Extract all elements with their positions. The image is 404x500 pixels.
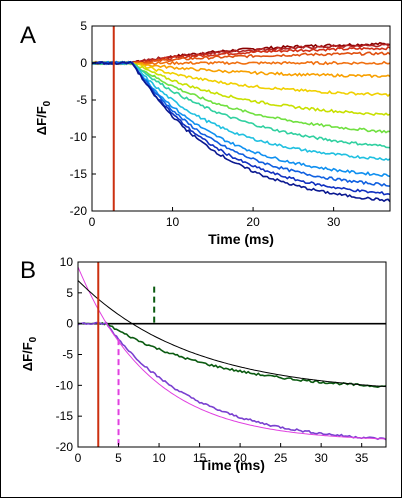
series-line bbox=[91, 60, 391, 98]
panel-b-axes-box bbox=[77, 261, 387, 448]
x-tick-label: 20 bbox=[233, 451, 247, 465]
x-tick-label: 35 bbox=[355, 451, 369, 465]
panel-a-ticks: 0 10 20 30 5 0 -5 -10 -15 -20 bbox=[70, 19, 341, 229]
panel-b-ylabel-sub: 0 bbox=[28, 336, 39, 342]
y-tick-label: 0 bbox=[66, 317, 73, 331]
series-line bbox=[91, 60, 391, 161]
x-tick-label: 5 bbox=[115, 451, 122, 465]
series-line bbox=[77, 321, 387, 441]
y-tick-label: -10 bbox=[70, 130, 88, 144]
x-tick-label: 30 bbox=[327, 215, 341, 229]
panel-b-label: B bbox=[20, 257, 36, 284]
y-tick-label: 0 bbox=[80, 56, 87, 70]
panel-a-marks bbox=[91, 26, 391, 211]
svg-text:ΔF/F0: ΔF/F0 bbox=[20, 336, 39, 371]
x-tick-label: 10 bbox=[152, 451, 166, 465]
y-tick-label: -20 bbox=[56, 440, 74, 454]
fit-curve bbox=[77, 266, 387, 440]
panel-b-xlabel: Time (ms) bbox=[199, 457, 265, 473]
x-tick-label: 25 bbox=[274, 451, 288, 465]
y-tick-label: 5 bbox=[66, 286, 73, 300]
series-line bbox=[91, 60, 391, 149]
y-tick-label: -5 bbox=[62, 348, 73, 362]
y-tick-label: 5 bbox=[80, 19, 87, 33]
series-line bbox=[91, 61, 391, 117]
y-tick-label: 10 bbox=[60, 255, 74, 269]
x-tick-label: 10 bbox=[166, 215, 180, 229]
x-tick-label: 15 bbox=[193, 451, 207, 465]
x-tick-label: 0 bbox=[75, 451, 82, 465]
panel-b-ticks: 0 5 10 15 20 25 30 35 10 5 0 -5 -10 -15 -20 bbox=[56, 255, 369, 465]
series-line bbox=[91, 43, 391, 66]
series-line bbox=[91, 60, 391, 79]
y-tick-label: -15 bbox=[70, 167, 88, 181]
panel-a-ylabel-sub: 0 bbox=[42, 100, 53, 106]
x-tick-label: 20 bbox=[246, 215, 260, 229]
panel-b-marks bbox=[77, 262, 387, 447]
x-tick-label: 30 bbox=[314, 451, 328, 465]
panel-b-ylabel-main: ΔF/F bbox=[20, 342, 35, 371]
panel-a-ylabel-main: ΔF/F bbox=[34, 106, 49, 135]
svg-text:ΔF/F0: ΔF/F0 bbox=[34, 100, 53, 135]
panel-a-xlabel: Time (ms) bbox=[208, 231, 274, 247]
y-tick-label: -15 bbox=[56, 409, 74, 423]
x-tick-label: 0 bbox=[89, 215, 96, 229]
panel-a-ylabel: ΔF/F0 bbox=[34, 100, 53, 135]
panel-a-label: A bbox=[20, 22, 36, 49]
panel-b: B 0 5 10 15 20 25 30 35 10 5 0 -5 -10 -15 -20 Time (ms… bbox=[20, 255, 387, 473]
series-line bbox=[91, 60, 391, 203]
y-tick-label: -5 bbox=[76, 93, 87, 107]
panel-a-axes-box bbox=[91, 25, 391, 212]
series-line bbox=[91, 60, 391, 134]
panel-b-ylabel: ΔF/F0 bbox=[20, 336, 39, 371]
y-tick-label: -10 bbox=[56, 378, 74, 392]
y-tick-label: -20 bbox=[70, 204, 88, 218]
series-line bbox=[77, 321, 387, 389]
series-line bbox=[91, 60, 391, 187]
fit-curve bbox=[77, 280, 387, 388]
